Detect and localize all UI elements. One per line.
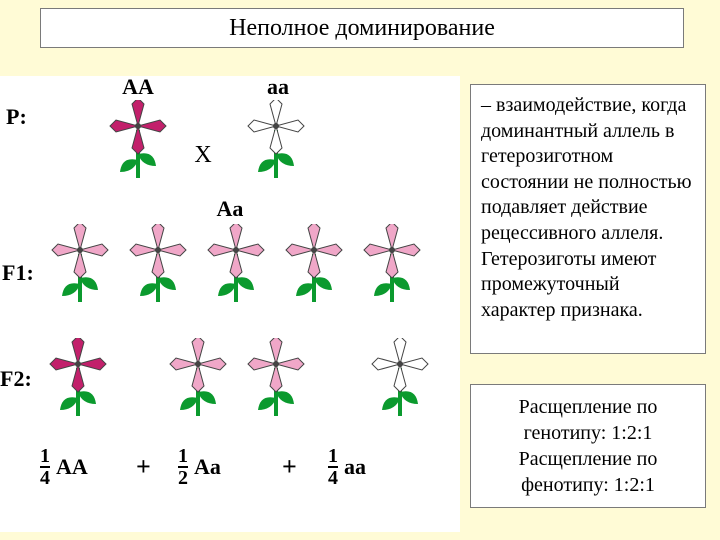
definition-text: – взаимодействие, когда доминантный алле… [481, 94, 692, 321]
flower-icon [108, 100, 168, 182]
genotype-label: aa [248, 74, 308, 100]
row-label-f1: F1: [2, 260, 34, 286]
title-box: Неполное доминирование [40, 8, 684, 48]
flower-icon [246, 100, 306, 182]
title-text: Неполное доминирование [229, 15, 495, 42]
cross-symbol: X [188, 142, 218, 169]
flower-icon [50, 224, 110, 306]
flower-icon [284, 224, 344, 306]
flower-icon [128, 224, 188, 306]
flower-icon [168, 338, 228, 420]
ratio-genotype: Расщепление по генотипу: 1:2:1 [479, 394, 697, 446]
ratio-phenotype: Расщепление по фенотипу: 1:2:1 [479, 446, 697, 498]
flower-icon [206, 224, 266, 306]
flower-icon [48, 338, 108, 420]
plus-symbol: + [136, 452, 151, 482]
genotype-label: AA [108, 74, 168, 100]
genotype-label-aa: Aa [200, 196, 260, 222]
inheritance-diagram: P: AA aa X Aa F1: [0, 76, 460, 532]
flower-icon [362, 224, 422, 306]
fraction-label: 14AA [40, 446, 88, 488]
flower-icon [370, 338, 430, 420]
fraction-label: 12Aa [178, 446, 221, 488]
flower-icon [246, 338, 306, 420]
row-label-p: P: [6, 104, 27, 130]
ratio-box: Расщепление по генотипу: 1:2:1 Расщеплен… [470, 384, 706, 508]
row-label-f2: F2: [0, 366, 32, 392]
plus-symbol: + [282, 452, 297, 482]
fraction-label: 14aa [328, 446, 366, 488]
definition-box: – взаимодействие, когда доминантный алле… [470, 84, 706, 354]
